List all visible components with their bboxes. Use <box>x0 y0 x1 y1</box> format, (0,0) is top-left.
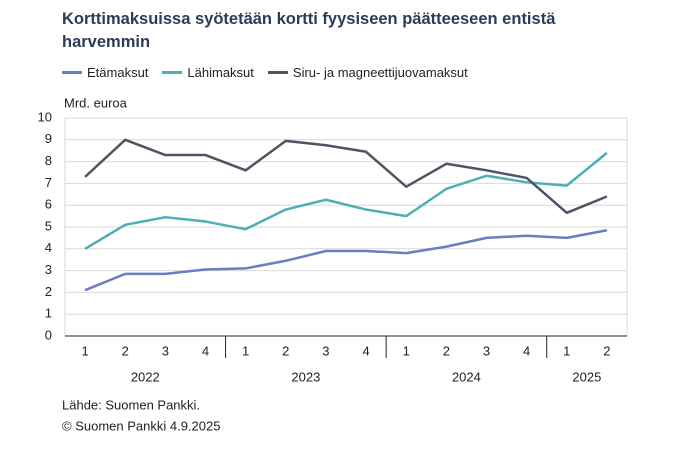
x-tick-label: 3 <box>322 343 329 358</box>
y-tick-label: 2 <box>45 284 52 299</box>
x-tick-label: 3 <box>162 343 169 358</box>
year-label: 2023 <box>291 369 320 384</box>
x-tick-label: 2 <box>603 343 610 358</box>
x-tick-label: 3 <box>483 343 490 358</box>
year-label: 2024 <box>452 369 481 384</box>
line-series <box>84 229 608 292</box>
legend-swatch <box>267 71 288 74</box>
y-tick-label: 5 <box>45 218 52 233</box>
line-series <box>84 151 608 250</box>
x-tick-label: 4 <box>202 343 209 358</box>
x-tick-label: 4 <box>362 343 369 358</box>
legend-item: Etämaksut <box>62 65 148 80</box>
x-tick-label: 1 <box>242 343 249 358</box>
chart-title: Korttimaksuissa syötetään kortti fyysise… <box>62 10 556 51</box>
year-label: 2025 <box>572 369 601 384</box>
x-tick-label: 1 <box>81 343 88 358</box>
legend-item: Lähimaksut <box>162 65 254 80</box>
source-note: Lähde: Suomen Pankki. <box>62 397 200 412</box>
legend-swatch <box>62 71 82 74</box>
y-tick-label: 1 <box>45 306 52 321</box>
x-tick-label: 2 <box>443 343 450 358</box>
y-tick-label: 3 <box>45 262 52 277</box>
line-series <box>84 138 608 215</box>
legend: Etämaksut Lähimaksut Siru- ja magneettijuo… <box>62 65 468 80</box>
y-tick-label: 7 <box>45 175 52 190</box>
source-note: © Suomen Pankki 4.9.2025 <box>62 418 220 433</box>
y-tick-label: 0 <box>45 327 52 342</box>
year-label: 2022 <box>131 369 160 384</box>
legend-swatch <box>162 71 183 74</box>
y-tick-label: 10 <box>38 109 52 124</box>
x-tick-label: 2 <box>282 343 289 358</box>
legend-label: Lähimaksut <box>187 65 254 80</box>
y-tick-label: 8 <box>45 153 52 168</box>
legend-label: Siru- ja magneettijuovamaksut <box>292 65 468 80</box>
x-tick-label: 1 <box>563 343 570 358</box>
y-tick-label: 4 <box>45 240 52 255</box>
y-axis-label: Mrd. euroa <box>64 95 128 110</box>
y-tick-label: 9 <box>45 131 52 146</box>
x-tick-label: 1 <box>403 343 410 358</box>
x-tick-label: 2 <box>122 343 129 358</box>
legend-item: Siru- ja magneettijuovamaksut <box>267 65 468 80</box>
legend-label: Etämaksut <box>87 65 149 80</box>
x-tick-label: 4 <box>523 343 530 358</box>
y-tick-label: 6 <box>45 197 52 212</box>
